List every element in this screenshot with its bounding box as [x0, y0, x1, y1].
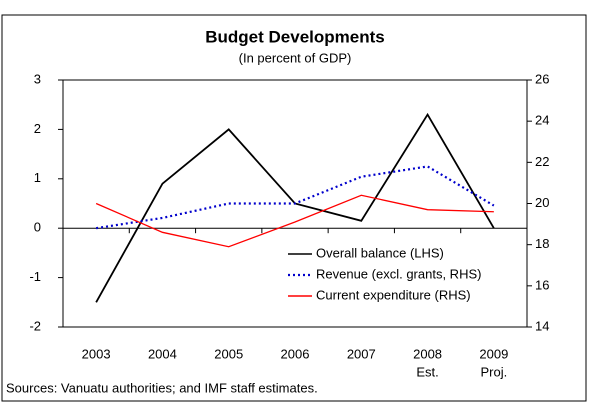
- legend-label: Revenue (excl. grants, RHS): [316, 266, 481, 281]
- chart-subtitle: (In percent of GDP): [239, 50, 352, 65]
- legend-label: Current expenditure (RHS): [316, 287, 471, 302]
- x-tick-label: 2007: [347, 346, 376, 361]
- chart-title: Budget Developments: [205, 27, 384, 46]
- x-tick-label: 2006: [281, 346, 310, 361]
- x-tick-label: 2004: [148, 346, 177, 361]
- y-tick-label: 0: [34, 220, 41, 235]
- chart-frame: [1, 14, 587, 402]
- x-tick-label: 2005: [214, 346, 243, 361]
- x-tick-sublabel: Proj.: [480, 364, 507, 379]
- x-tick-label: 2008: [413, 346, 442, 361]
- y2-tick-label: 14: [535, 318, 549, 333]
- x-tick-sublabel: Est.: [416, 364, 438, 379]
- y-tick-label: -2: [29, 318, 41, 333]
- x-tick-label: 2003: [82, 346, 111, 361]
- y-tick-label: 3: [34, 71, 41, 86]
- series-line: [95, 165, 495, 230]
- y-tick-label: 2: [34, 121, 41, 136]
- y2-tick-label: 26: [535, 71, 549, 86]
- legend-label: Overall balance (LHS): [316, 245, 444, 260]
- y2-tick-label: 18: [535, 236, 549, 251]
- legend-box: [283, 243, 511, 309]
- y2-tick-label: 22: [535, 154, 549, 169]
- y2-tick-label: 24: [535, 113, 549, 128]
- y-tick-label: 1: [34, 170, 41, 185]
- y2-tick-label: 16: [535, 277, 549, 292]
- y2-tick-label: 20: [535, 195, 549, 210]
- source-note: Sources: Vanuatu authorities; and IMF st…: [6, 380, 318, 395]
- series-line: [95, 194, 494, 248]
- y-tick-label: -1: [29, 269, 41, 284]
- x-tick-label: 2009: [479, 346, 508, 361]
